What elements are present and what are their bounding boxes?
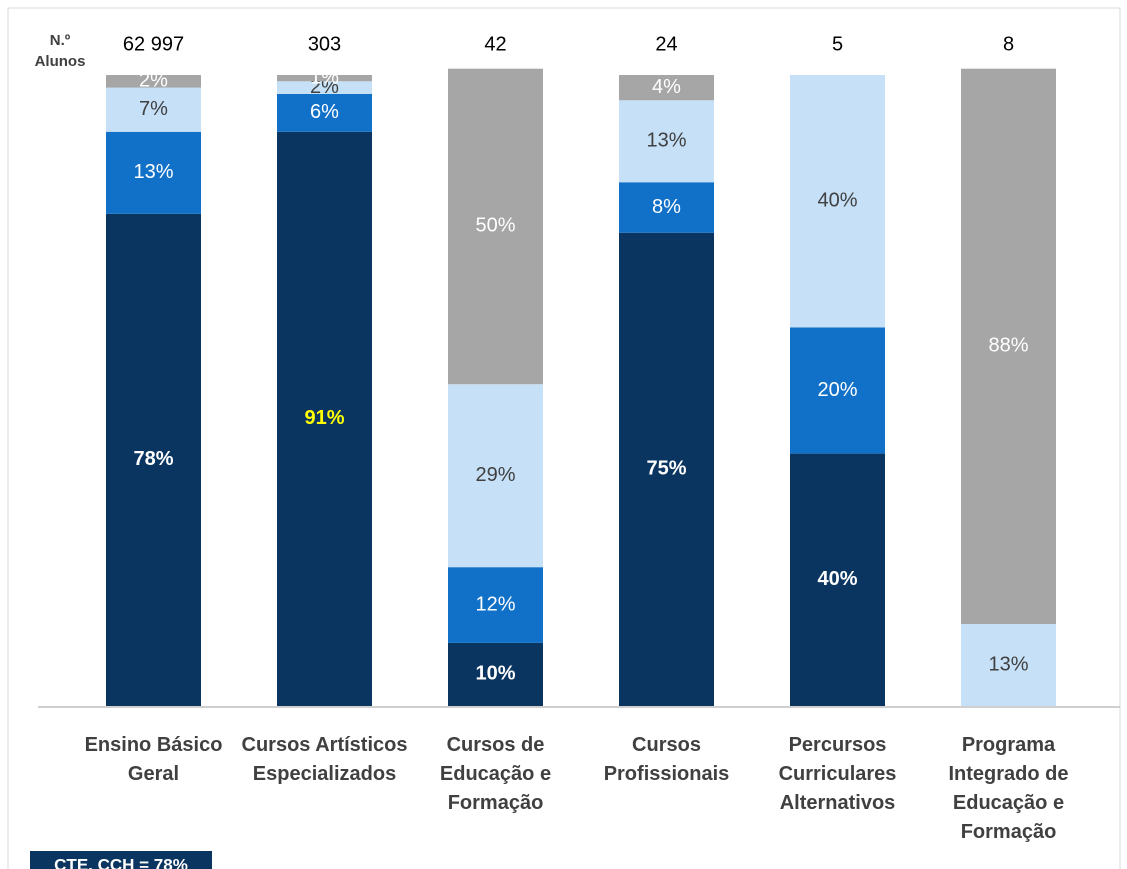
annotation-box bbox=[30, 851, 212, 869]
totals-label: N.º Alunos bbox=[35, 32, 86, 70]
bar-segment bbox=[277, 75, 372, 82]
bar-segment bbox=[448, 384, 543, 568]
data-label: 10% bbox=[475, 663, 515, 685]
data-label: 12% bbox=[475, 593, 515, 615]
total-label: 62 997 bbox=[123, 33, 184, 55]
data-label: 13% bbox=[133, 161, 173, 183]
bar-segment bbox=[448, 68, 543, 385]
total-label: 5 bbox=[832, 33, 843, 55]
bar-segment bbox=[790, 453, 885, 706]
bar-segment bbox=[790, 75, 885, 328]
bar-segment bbox=[961, 623, 1056, 706]
data-label: 91% bbox=[304, 407, 344, 429]
data-label: 7% bbox=[139, 98, 168, 120]
x-tick-label: Percursos Curriculares Alternativos bbox=[778, 734, 897, 814]
bar-segment bbox=[448, 567, 543, 643]
bar-segment bbox=[619, 100, 714, 183]
bar-segment bbox=[790, 327, 885, 454]
frame bbox=[7, 7, 1121, 869]
data-label: 2% bbox=[310, 76, 339, 98]
total-label: 24 bbox=[655, 33, 677, 55]
data-label: 75% bbox=[646, 458, 686, 480]
bar-segment bbox=[961, 68, 1056, 624]
data-label: 2% bbox=[139, 70, 168, 92]
x-tick-label: Programa Integrado de Educação e Formaçã… bbox=[948, 734, 1069, 843]
bar-segment bbox=[106, 75, 201, 88]
data-label: 8% bbox=[652, 196, 681, 218]
total-label: 8 bbox=[1003, 33, 1014, 55]
bar-segment bbox=[277, 81, 372, 94]
annotation: CTE, CCH = 78% bbox=[54, 855, 188, 869]
total-label: 42 bbox=[484, 33, 506, 55]
bar-segment bbox=[106, 131, 201, 214]
x-tick-label: Cursos de Educação e Formação bbox=[439, 734, 552, 814]
data-label: 4% bbox=[652, 76, 681, 98]
data-label: 29% bbox=[475, 464, 515, 486]
data-label: 13% bbox=[646, 130, 686, 152]
data-label: 88% bbox=[988, 335, 1028, 357]
bar-segment bbox=[619, 75, 714, 101]
bar-segment bbox=[106, 87, 201, 132]
x-tick-label: Cursos Profissionais bbox=[603, 734, 730, 785]
data-label: 1% bbox=[310, 66, 339, 88]
data-label: 6% bbox=[310, 101, 339, 123]
bar-segment bbox=[277, 93, 372, 132]
data-label: 40% bbox=[817, 568, 857, 590]
data-label: 78% bbox=[133, 448, 173, 470]
bar-segment bbox=[619, 232, 714, 706]
data-label: 40% bbox=[817, 189, 857, 211]
data-label: 20% bbox=[817, 379, 857, 401]
x-tick-label: Ensino Básico Geral bbox=[84, 734, 223, 785]
total-label: 303 bbox=[308, 33, 341, 55]
bar-segment bbox=[448, 642, 543, 706]
bar-segment bbox=[106, 213, 201, 706]
data-label: 13% bbox=[988, 653, 1028, 675]
bar-segment bbox=[619, 182, 714, 233]
data-label: 50% bbox=[475, 215, 515, 237]
bar-segment bbox=[277, 131, 372, 707]
x-tick-label: Cursos Artísticos Especializados bbox=[241, 734, 408, 785]
